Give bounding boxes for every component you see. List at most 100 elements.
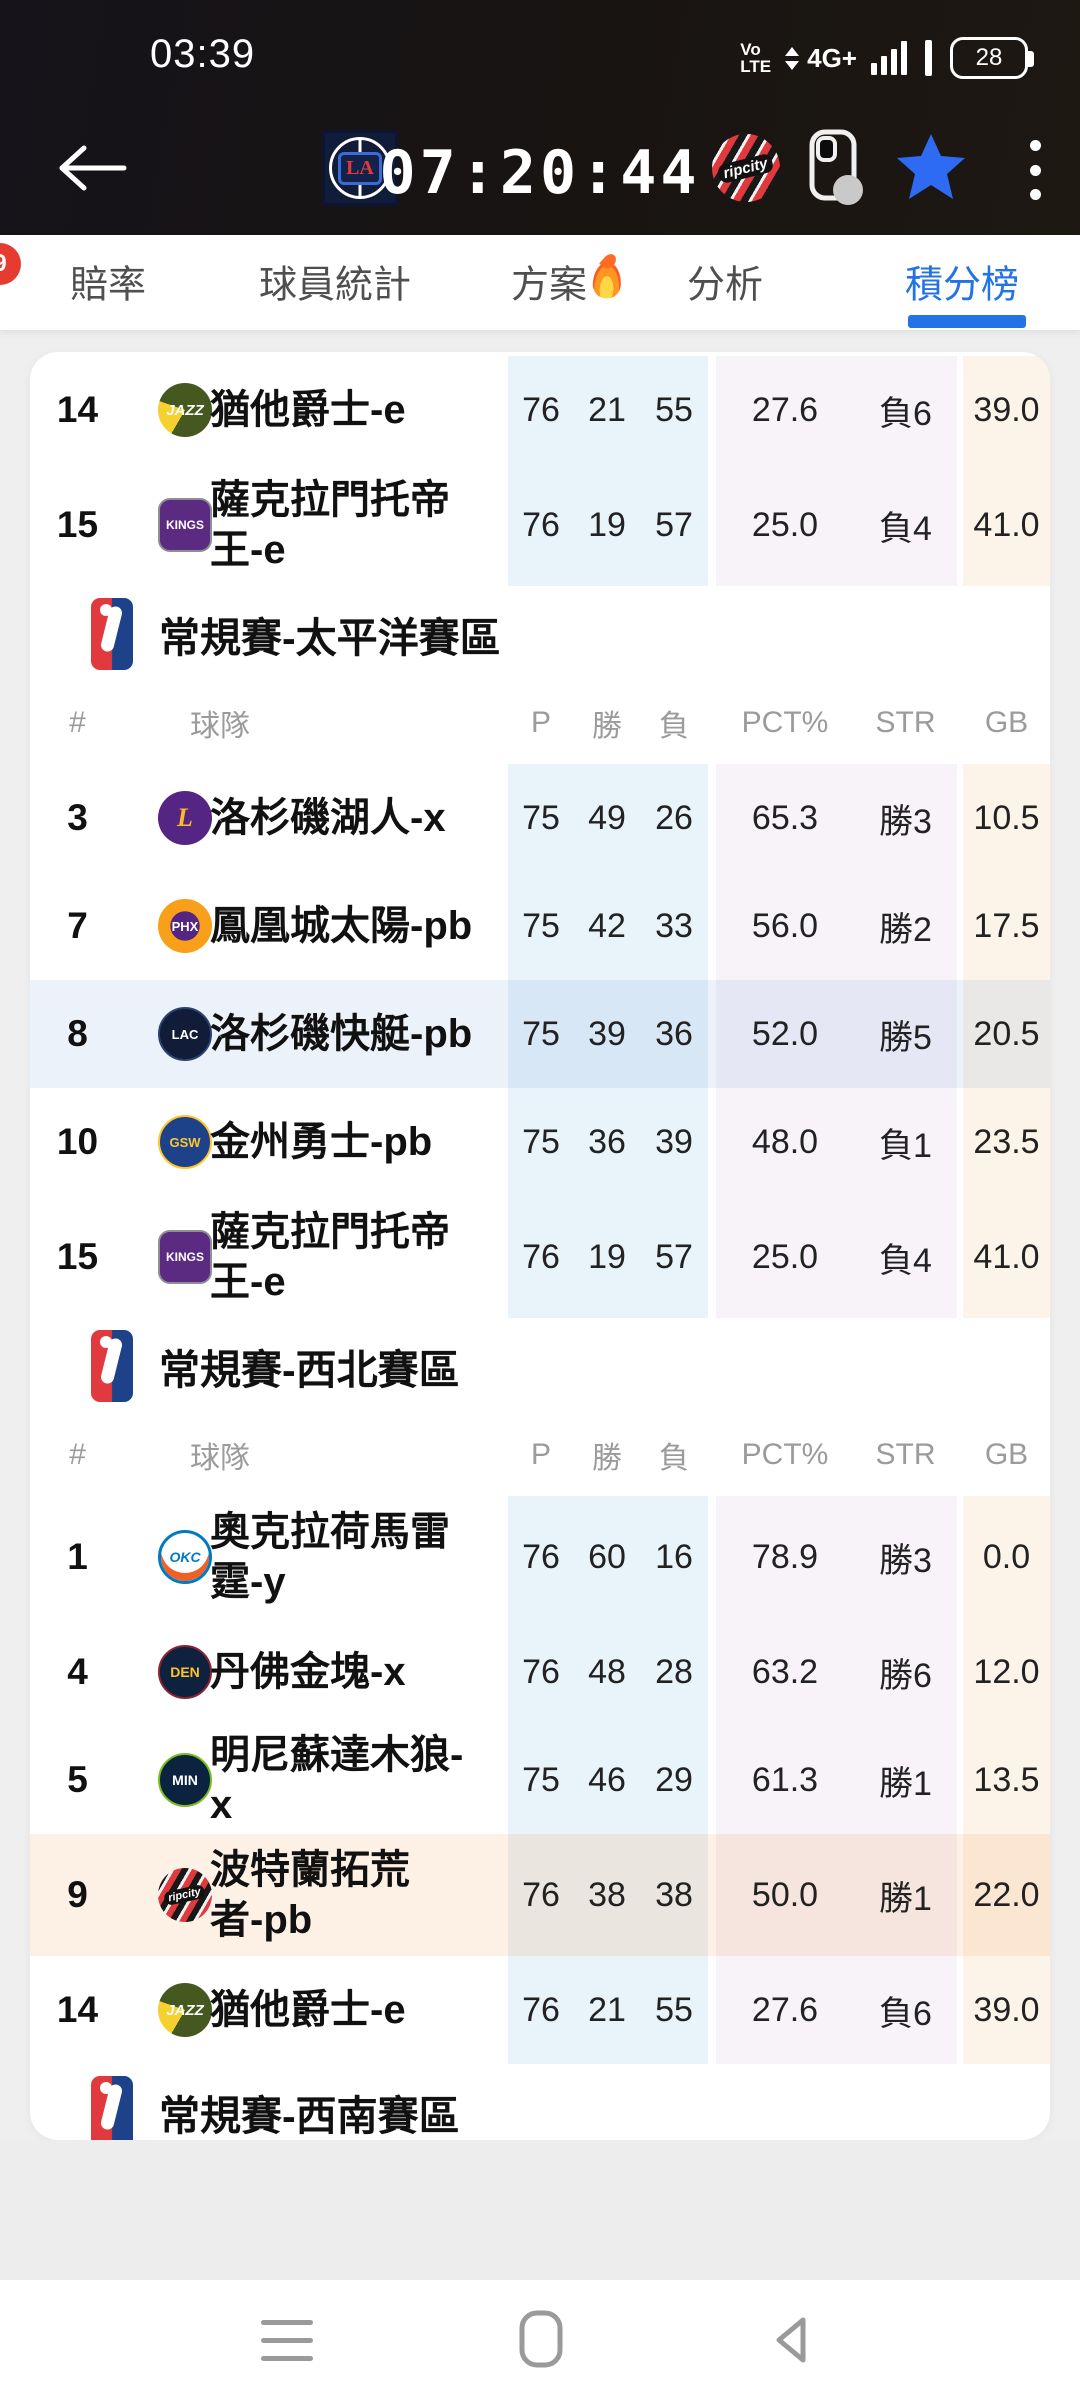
column-team: 球隊 [190,1442,250,1475]
stat-wins: 49 [588,798,626,837]
standings-rows-block: 14 JAZZ 猶他爵士-e 76 21 55 27.6 負6 39.0 15 KINGS 薩克拉門托… [30,356,1050,586]
team-logo-cell: DEN [125,1645,212,1699]
stat-played: 76 [522,505,560,544]
table-row[interactable]: 10 GSW 金州勇士-pb 75 36 39 48.0 負1 23.5 [30,1088,1050,1196]
table-row[interactable]: 3 L 洛杉磯湖人-x 75 49 26 65.3 勝3 10.5 [30,764,1050,872]
back-button[interactable] [48,136,138,200]
stat-streak: 負6 [879,1994,932,2033]
team-name: 丹佛金塊-x [210,1650,406,1694]
warriors-logo: GSW [158,1115,212,1169]
tab-analysis[interactable]: 分析 [686,263,764,306]
suns-logo: PHX [158,899,212,953]
team-rank: 8 [67,1013,88,1054]
stat-games-behind: 41.0 [973,1237,1040,1276]
stat-band [716,1496,957,2064]
team-logo-cell: L [125,791,212,845]
team-name: 奧克拉荷馬雷 霆-y [210,1510,450,1604]
stat-wins: 42 [588,906,626,945]
home-team-clippers-logo: LA [322,130,398,206]
nav-back-button[interactable] [753,2305,833,2375]
stat-pct: 63.2 [751,1652,819,1691]
column-games-behind: GB [984,1438,1029,1471]
division-title: 常規賽-太平洋賽區 [159,615,501,661]
stat-losses: 57 [655,1237,693,1276]
favorite-star-button[interactable] [892,128,970,206]
stat-streak: 勝3 [879,802,932,841]
nuggets-logo: DEN [158,1645,212,1699]
stat-played: 75 [522,1014,560,1053]
stat-streak: 負6 [879,394,932,433]
timberwolves-logo: MIN [158,1753,212,1807]
device-cast-button[interactable] [806,128,868,215]
stat-streak: 勝1 [879,1764,932,1803]
stat-pct: 27.6 [751,1990,819,2029]
team-logo-cell: PHX [125,899,212,953]
team-rank: 9 [67,1874,88,1915]
stat-losses: 33 [655,906,693,945]
volte-icon: Vo LTE [740,40,772,76]
thunder-logo: OKC [158,1530,212,1584]
stat-band [508,1496,708,2064]
team-name: 薩克拉門托帝 王-e [210,478,450,572]
table-row[interactable]: 14 JAZZ 猶他爵士-e 76 21 55 27.6 負6 39.0 [30,356,1050,464]
jazz-logo: JAZZ [158,1983,212,2037]
table-row[interactable]: 4 DEN 丹佛金塊-x 76 48 28 63.2 勝6 12.0 [30,1618,1050,1726]
table-row[interactable]: 7 PHX 鳳凰城太陽-pb 75 42 33 56.0 勝2 17.5 [30,872,1050,980]
status-icons: Vo LTE 4G+ 28 [740,34,1034,82]
standings-card: 14 JAZZ 猶他爵士-e 76 21 55 27.6 負6 39.0 15 KINGS 薩克拉門托… [30,352,1050,2140]
stat-wins: 36 [588,1122,626,1161]
stat-losses: 36 [655,1014,693,1053]
column-streak: STR [875,706,936,739]
stat-losses: 29 [655,1760,693,1799]
column-played: P [530,1438,551,1471]
tab-plans[interactable]: 方案 [511,253,622,308]
team-rank: 1 [67,1536,88,1577]
stat-pct: 61.3 [751,1760,819,1799]
stat-played: 75 [522,798,560,837]
column-played: P [530,706,551,739]
clippers-logo: LAC [158,1007,212,1061]
table-row[interactable]: 15 KINGS 薩克拉門托帝 王-e 76 19 57 25.0 負4 41.0 [30,1196,1050,1318]
team-name: 波特蘭拓荒 者-pb [210,1848,410,1942]
tab-standings[interactable]: 積分榜 [904,263,1020,306]
column-pct: PCT% [741,1438,829,1471]
table-row[interactable]: 1 OKC 奧克拉荷馬雷 霆-y 76 60 16 78.9 勝3 0.0 [30,1496,1050,1618]
team-logo-cell: LAC [125,1007,212,1061]
stat-pct: 50.0 [751,1875,819,1914]
blazers-logo: ripcity [158,1868,212,1922]
table-row[interactable]: 14 JAZZ 猶他爵士-e 76 21 55 27.6 負6 39.0 [30,1956,1050,2064]
battery-icon: 28 [950,37,1034,79]
stat-pct: 25.0 [751,1237,819,1276]
top-bar: 03:39 Vo LTE 4G+ 28 LA 07:20:44 ripci [0,0,1080,235]
more-menu-button[interactable] [1028,140,1042,200]
table-row[interactable]: 8 LAC 洛杉磯快艇-pb 75 39 36 52.0 勝5 20.5 [30,980,1050,1088]
stat-wins: 21 [588,390,626,429]
table-row[interactable]: 9 ripcity 波特蘭拓荒 者-pb 76 38 38 50.0 勝1 22.0 [30,1834,1050,1956]
jazz-logo: JAZZ [158,383,212,437]
tab-odds[interactable]: 賠率 [69,263,147,306]
team-logo-cell: OKC [125,1530,212,1584]
home-icon [519,2310,563,2368]
team-rank: 15 [56,504,99,545]
stat-losses: 55 [655,390,693,429]
stat-games-behind: 22.0 [973,1875,1040,1914]
team-name: 金州勇士-pb [210,1120,433,1164]
stat-losses: 57 [655,505,693,544]
away-team-ripcity-logo: ripcity [712,134,780,202]
division-section-header: 常規賽-西南賽區 [30,2064,1050,2140]
stat-games-behind: 39.0 [973,1990,1040,2029]
stat-pct: 78.9 [751,1537,819,1576]
stat-wins: 21 [588,1990,626,2029]
table-row[interactable]: 15 KINGS 薩克拉門托帝 王-e 76 19 57 25.0 負4 41.0 [30,464,1050,586]
stat-losses: 39 [655,1122,693,1161]
division-section-header: 常規賽-太平洋賽區 [30,586,1050,682]
nav-recents-button[interactable] [247,2305,327,2375]
team-rank: 10 [56,1121,99,1162]
nba-logo [91,2076,133,2140]
notification-badge: 9 [0,243,21,285]
table-row[interactable]: 5 MIN 明尼蘇達木狼-x 75 46 29 61.3 勝1 13.5 [30,1726,1050,1834]
standings-rows-block: 3 L 洛杉磯湖人-x 75 49 26 65.3 勝3 10.5 7 PHX 鳳凰城太陽-pb 75 4… [30,764,1050,1318]
nav-home-button[interactable] [500,2305,580,2375]
tab-player-stats[interactable]: 球員統計 [258,263,412,306]
stat-games-behind: 23.5 [973,1122,1040,1161]
